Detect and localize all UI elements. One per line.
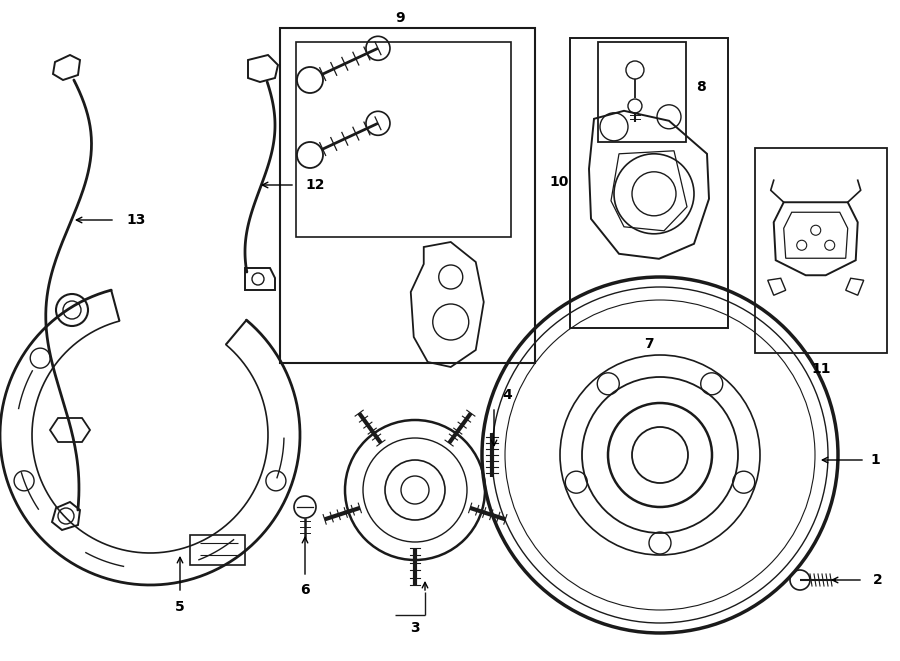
Text: 7: 7 <box>644 337 653 351</box>
Text: 12: 12 <box>305 178 325 192</box>
Text: 13: 13 <box>126 213 146 227</box>
Bar <box>280 28 535 363</box>
Text: 11: 11 <box>811 362 831 376</box>
Bar <box>755 148 887 353</box>
Text: 9: 9 <box>395 11 405 25</box>
Text: 10: 10 <box>549 175 569 189</box>
Text: 4: 4 <box>502 388 512 402</box>
Bar <box>570 38 728 328</box>
Text: 1: 1 <box>870 453 880 467</box>
Bar <box>296 42 511 237</box>
Text: 6: 6 <box>301 583 310 597</box>
Text: 3: 3 <box>410 621 419 635</box>
Text: 2: 2 <box>873 573 883 587</box>
Bar <box>598 42 686 142</box>
Text: 8: 8 <box>696 80 706 94</box>
Text: 5: 5 <box>176 600 184 614</box>
